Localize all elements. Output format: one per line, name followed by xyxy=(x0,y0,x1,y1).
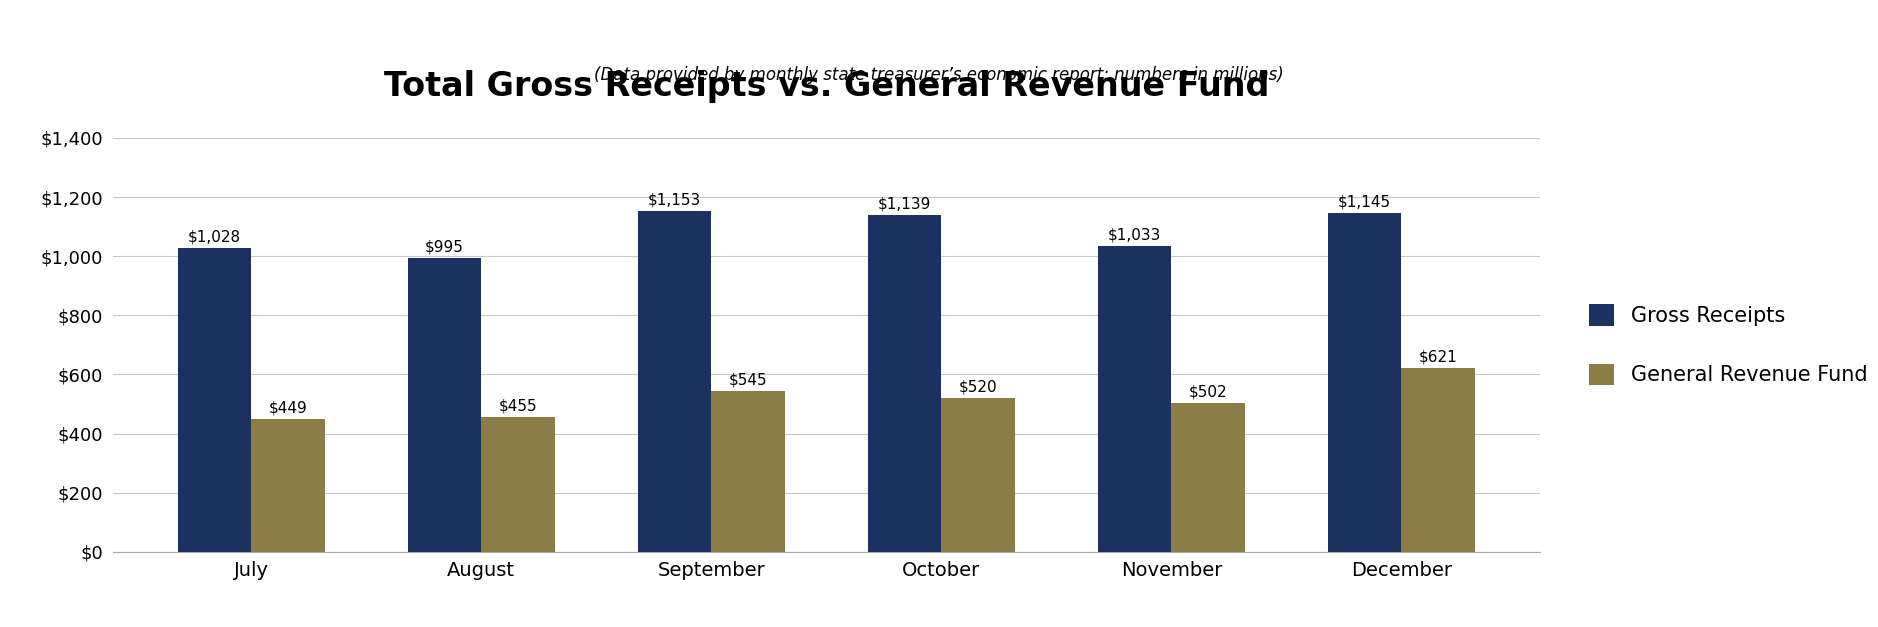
Text: $995: $995 xyxy=(424,239,464,254)
Text: $1,139: $1,139 xyxy=(877,196,931,211)
Bar xyxy=(1328,213,1401,552)
Text: $1,028: $1,028 xyxy=(188,229,240,245)
Bar xyxy=(481,418,554,552)
Bar xyxy=(712,391,785,552)
Bar xyxy=(1401,368,1474,552)
Bar xyxy=(408,258,481,552)
Text: $621: $621 xyxy=(1420,350,1457,365)
Title: Total Gross Receipts vs. General Revenue Fund: Total Gross Receipts vs. General Revenue… xyxy=(383,70,1270,103)
Text: $1,033: $1,033 xyxy=(1108,228,1161,243)
Text: (Data provided by monthly state treasurer’s economic report; numbers in millions: (Data provided by monthly state treasure… xyxy=(593,66,1285,84)
Text: $545: $545 xyxy=(729,372,768,387)
Legend: Gross Receipts, General Revenue Fund: Gross Receipts, General Revenue Fund xyxy=(1579,294,1878,396)
Text: $502: $502 xyxy=(1189,385,1228,400)
Text: $455: $455 xyxy=(500,399,537,414)
Bar xyxy=(1172,403,1245,552)
Text: $1,145: $1,145 xyxy=(1339,195,1392,210)
Bar xyxy=(941,398,1014,552)
Bar xyxy=(868,215,941,552)
Bar xyxy=(639,211,712,552)
Text: $449: $449 xyxy=(269,401,308,416)
Bar xyxy=(178,248,252,552)
Bar xyxy=(252,419,325,552)
Bar xyxy=(1099,246,1172,552)
Text: $1,153: $1,153 xyxy=(648,192,700,208)
Text: $520: $520 xyxy=(960,379,997,394)
